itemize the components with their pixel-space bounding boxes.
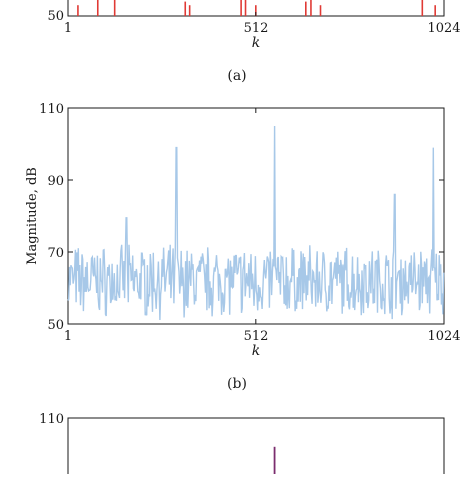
panel-b-series [67,125,445,321]
panel-b-xtick-512: 512 [244,329,269,344]
panel-b-xlabel: k [252,343,260,359]
panel-b-ytick-70: 70 [47,246,64,261]
panel-b-caption: (b) [227,376,247,392]
panel-a-xtick-1024: 1024 [427,21,460,36]
panel-c: 110 [39,412,445,478]
panel-b-ytick-90: 90 [47,174,64,189]
panel-c-frame [67,417,445,478]
panel-a: 50 1 512 1024 k (a) [47,0,461,84]
panel-b-xtick-1024: 1024 [427,329,460,344]
panel-b-ytick-50: 50 [47,318,64,333]
panel-a-caption: (a) [227,68,246,84]
panel-a-xtick-512: 512 [244,21,269,36]
panel-b-ticks [67,107,445,325]
panel-b-ytick-110: 110 [39,102,64,117]
panel-c-ytick-110: 110 [39,412,64,427]
panel-a-xlabel: k [252,35,260,51]
panel-b-xtick-1: 1 [64,329,72,344]
panel-a-xtick-1: 1 [64,21,72,36]
panel-a-series [67,0,445,16]
panel-b-ylabel: Magnitude, dB [25,167,40,265]
panel-a-ytick-50: 50 [47,9,64,24]
panel-b-spectrum-line [67,125,445,321]
panel-c-series [68,417,435,478]
panel-b: 110 90 70 50 1 512 1024 k Magnitude, dB … [25,102,461,392]
